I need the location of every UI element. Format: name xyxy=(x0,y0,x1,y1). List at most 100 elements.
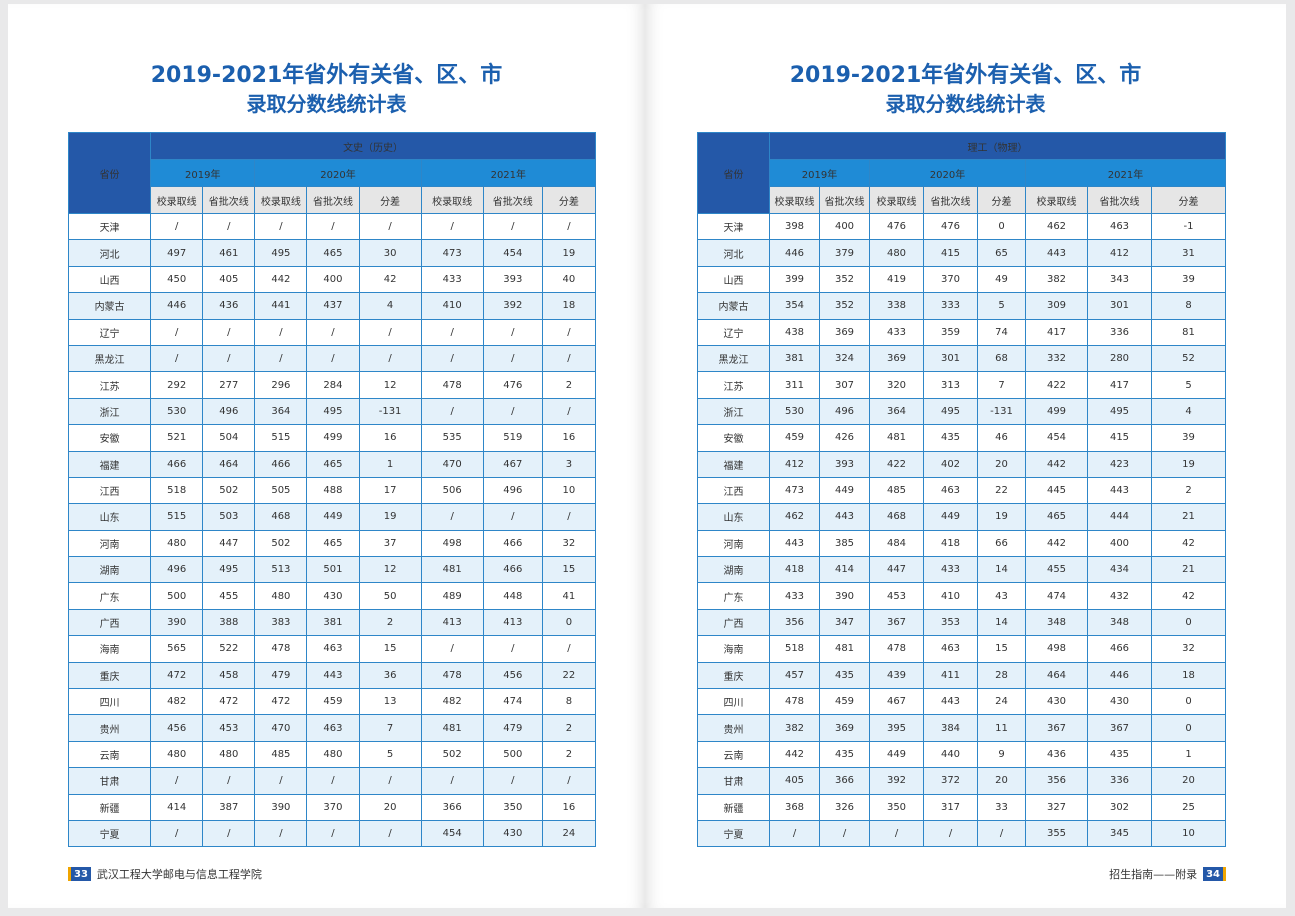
score-cell: 284 xyxy=(306,371,360,399)
score-cell: 405 xyxy=(769,767,820,795)
title-line-2: 录取分数线统计表 xyxy=(885,92,1046,116)
province-cell: 贵州 xyxy=(697,714,770,742)
score-cell: 16 xyxy=(358,424,422,452)
score-cell: 392 xyxy=(482,292,543,320)
province-cell: 内蒙古 xyxy=(67,292,152,320)
score-cell: 434 xyxy=(1087,556,1152,584)
score-cell: 474 xyxy=(482,688,543,716)
score-cell: / xyxy=(923,819,978,848)
score-cell: / xyxy=(150,344,204,373)
score-cell: 480 xyxy=(150,529,204,558)
score-cell: 20 xyxy=(1151,767,1226,795)
score-cell: 453 xyxy=(202,714,256,742)
score-cell: 347 xyxy=(819,608,870,637)
score-cell: 418 xyxy=(769,556,820,584)
score-cell: 461 xyxy=(202,239,256,267)
score-cell: 367 xyxy=(869,608,924,637)
score-cell: 24 xyxy=(977,688,1026,716)
score-cell: 12 xyxy=(358,371,422,399)
province-cell: 河北 xyxy=(67,239,152,267)
score-cell: 411 xyxy=(923,661,978,690)
table-row: 浙江 530 496 364 495 -131// / xyxy=(67,397,597,426)
score-cell: 345 xyxy=(1087,819,1152,848)
score-cell: 496 xyxy=(819,397,870,426)
score-cell: 472 xyxy=(254,688,308,716)
score-cell: 498 xyxy=(1025,635,1088,663)
score-cell: 449 xyxy=(869,740,924,769)
score-cell: 385 xyxy=(819,529,870,558)
score-cell: 442 xyxy=(254,265,308,294)
score-cell: 455 xyxy=(202,582,256,610)
score-cell: 4 xyxy=(358,292,422,320)
province-cell: 辽宁 xyxy=(697,318,770,346)
column-header: 校录取线 xyxy=(869,186,924,214)
score-cell: 482 xyxy=(150,688,204,716)
score-cell: 466 xyxy=(1087,635,1152,663)
column-header: 校录取线 xyxy=(150,186,204,214)
score-cell: 454 xyxy=(1025,424,1088,452)
score-cell: 313 xyxy=(923,371,978,399)
score-cell: 454 xyxy=(482,239,543,267)
score-cell: 37 xyxy=(358,529,422,558)
score-cell: 522 xyxy=(202,635,256,663)
score-cell: 333 xyxy=(923,292,978,320)
score-cell: 433 xyxy=(869,318,924,346)
score-cell: 414 xyxy=(150,793,204,821)
score-cell: 36 xyxy=(358,661,422,690)
score-cell: 430 xyxy=(1087,688,1152,716)
score-cell: 463 xyxy=(923,476,978,505)
score-cell: 476 xyxy=(923,212,978,241)
table-row: 内蒙古 446 436 441 437 4 410 392 18 xyxy=(67,292,597,320)
score-cell: 417 xyxy=(1025,318,1088,346)
score-cell: 1 xyxy=(358,450,422,478)
right-page: 2019-2021年省外有关省、区、市 录取分数线统计表 省份 理工（物理） 2… xyxy=(645,4,1286,908)
province-cell: 湖南 xyxy=(67,556,152,584)
score-cell: 480 xyxy=(254,582,308,610)
province-cell: 安徽 xyxy=(67,424,152,452)
score-cell: 479 xyxy=(254,661,308,690)
year-header: 2020年 xyxy=(869,159,1026,187)
score-cell: 473 xyxy=(769,476,820,505)
score-cell: 383 xyxy=(254,608,308,637)
score-cell: 465 xyxy=(1025,503,1088,531)
score-cell: 439 xyxy=(869,661,924,690)
table-row: 安徽 459 426 481 435 46 454 415 39 xyxy=(697,424,1226,452)
score-cell: / xyxy=(358,819,422,848)
table-row: 四川 482 472 472 459 13 482 474 8 xyxy=(67,688,597,716)
table-row: 重庆 472 458 479 443 36 478 456 22 xyxy=(67,661,597,690)
score-cell: 478 xyxy=(869,635,924,663)
score-cell: 442 xyxy=(1025,450,1088,478)
score-cell: 33 xyxy=(977,793,1026,821)
score-cell: 515 xyxy=(254,424,308,452)
score-cell: / xyxy=(420,344,484,373)
score-cell: 464 xyxy=(202,450,256,478)
score-cell: 2 xyxy=(541,740,597,769)
score-cell: 497 xyxy=(150,239,204,267)
score-cell: 505 xyxy=(254,476,308,505)
table-row: 福建 466 464 466 465 1 470 467 3 xyxy=(67,450,597,478)
score-cell: 445 xyxy=(1025,476,1088,505)
score-cell: 301 xyxy=(1087,292,1152,320)
column-header: 省批次线 xyxy=(306,186,360,214)
score-cell: 482 xyxy=(420,688,484,716)
score-cell: 472 xyxy=(150,661,204,690)
score-cell: 367 xyxy=(1087,714,1152,742)
column-header: 分差 xyxy=(977,186,1026,214)
score-cell: 467 xyxy=(869,688,924,716)
score-cell: 470 xyxy=(420,450,484,478)
score-cell: 2 xyxy=(541,714,597,742)
score-cell: 410 xyxy=(420,292,484,320)
score-cell: / xyxy=(202,767,256,795)
score-cell: / xyxy=(420,503,484,531)
score-cell: 52 xyxy=(1151,344,1226,373)
score-cell: 0 xyxy=(1151,688,1226,716)
score-cell: 449 xyxy=(306,503,360,531)
score-cell: 413 xyxy=(420,608,484,637)
score-cell: 367 xyxy=(1025,714,1088,742)
score-cell: 447 xyxy=(202,529,256,558)
score-cell: 481 xyxy=(869,424,924,452)
table-row: 河南 443 385 484 418 66 442 400 42 xyxy=(697,529,1226,558)
score-cell: / xyxy=(482,318,543,346)
score-cell: 443 xyxy=(769,529,820,558)
score-cell: 364 xyxy=(869,397,924,426)
